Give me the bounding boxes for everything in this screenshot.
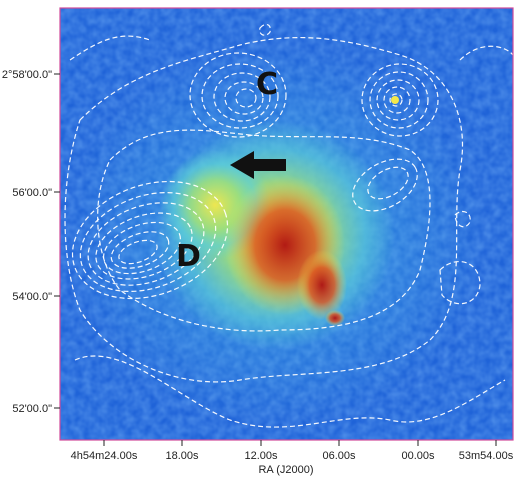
plot-frame: [59, 7, 514, 441]
x-tick-label: 06.00s: [322, 450, 356, 462]
x-axis: 4h54m24.00s 18.00s 12.00s 06.00s 00.00s …: [71, 440, 514, 476]
y-tick-label: 56'00.0": [12, 187, 52, 199]
plot-area: C D: [60, 8, 513, 440]
x-tick-label: 18.00s: [165, 450, 199, 462]
y-tick-label: 2°58'00.0": [2, 69, 52, 81]
cluster-core-knot: [325, 310, 345, 326]
x-tick-label: 4h54m24.00s: [71, 450, 138, 462]
y-tick-label: 54'00.0": [12, 291, 52, 303]
left-pointing-arrow: [230, 151, 286, 179]
label-c: C: [256, 67, 278, 102]
x-tick-label: 53m54.00s: [459, 450, 514, 462]
radio-contours: [64, 23, 513, 428]
x-tick-label: 00.00s: [401, 450, 435, 462]
x-axis-title: RA (J2000): [258, 464, 313, 476]
y-axis: 2°58'00.0" 56'00.0" 54'00.0" 52'00.0": [2, 69, 60, 415]
y-tick-label: 52'00.0": [12, 403, 52, 415]
label-d: D: [176, 239, 201, 274]
x-tick-label: 12.00s: [244, 450, 278, 462]
point-source: [391, 96, 399, 104]
cluster-core-tail: [297, 250, 347, 320]
